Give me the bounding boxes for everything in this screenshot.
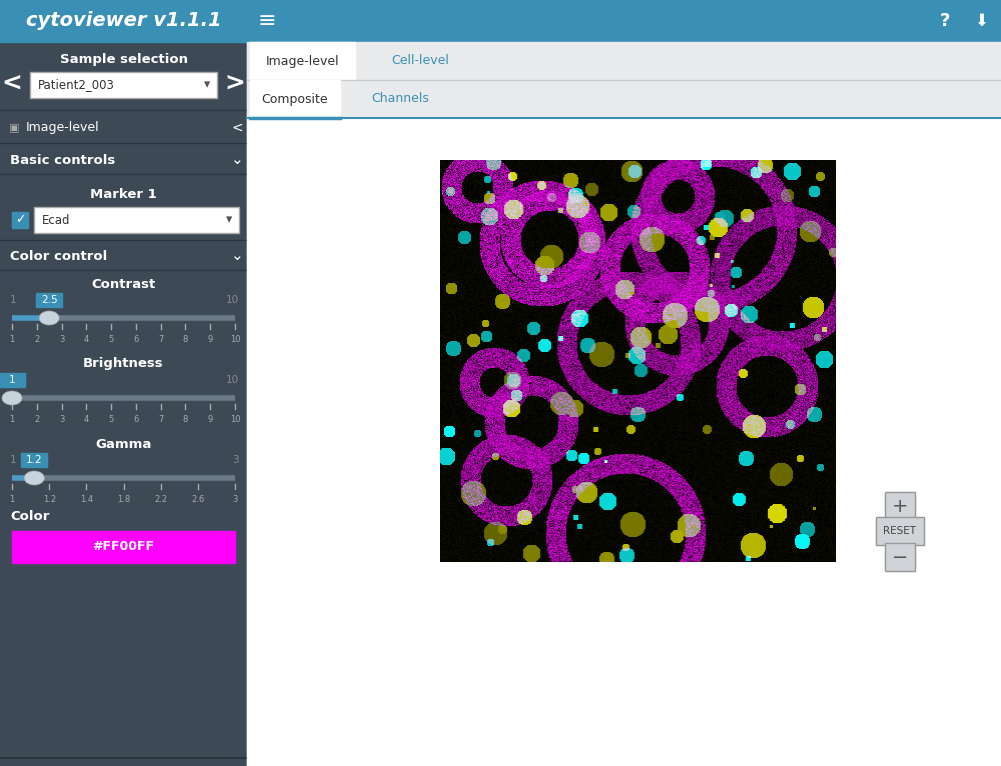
Text: 7: 7: [158, 415, 163, 424]
Bar: [34, 207, 239, 233]
Text: +: +: [892, 496, 908, 516]
Bar: [0, 373, 25, 387]
Bar: [247, 42, 1001, 766]
Text: 10: 10: [230, 335, 240, 344]
Text: 2.2: 2.2: [154, 495, 167, 504]
Text: ▾: ▾: [204, 78, 210, 91]
Text: 6: 6: [133, 335, 138, 344]
Bar: [30, 72, 217, 98]
Text: 9: 9: [207, 415, 213, 424]
Text: Cell-level: Cell-level: [391, 54, 448, 67]
Text: 1.4: 1.4: [80, 495, 93, 504]
Bar: [12, 212, 28, 228]
Text: >: >: [224, 72, 245, 96]
Text: Brightness: Brightness: [83, 358, 164, 371]
Text: 2.6: 2.6: [191, 495, 204, 504]
Text: 2: 2: [34, 415, 39, 424]
Text: Contrast: Contrast: [91, 277, 155, 290]
Text: 3: 3: [232, 495, 237, 504]
Text: ▣: ▣: [9, 123, 19, 133]
Text: 9: 9: [207, 335, 213, 344]
Bar: [885, 543, 915, 571]
Text: ⌄: ⌄: [230, 152, 243, 168]
Bar: [0, 0, 247, 766]
Text: 3: 3: [59, 415, 64, 424]
Text: 1.2: 1.2: [26, 455, 43, 465]
Text: ▾: ▾: [226, 214, 232, 227]
Text: 4: 4: [84, 415, 89, 424]
Text: #FF00FF: #FF00FF: [92, 541, 154, 554]
Bar: [0, 0, 1001, 42]
Text: 3: 3: [232, 455, 239, 465]
Text: 8: 8: [183, 335, 188, 344]
Text: <: <: [231, 121, 243, 135]
Text: Gamma: Gamma: [95, 437, 152, 450]
Text: Composite: Composite: [261, 93, 328, 106]
Bar: [247, 80, 1001, 118]
Text: ≡: ≡: [257, 11, 276, 31]
Text: Color: Color: [10, 510, 49, 523]
Text: Marker 1: Marker 1: [90, 188, 157, 201]
Text: Ecad: Ecad: [42, 214, 70, 227]
Text: Patient2_003: Patient2_003: [38, 78, 115, 91]
Bar: [250, 42, 355, 80]
Ellipse shape: [39, 311, 59, 325]
Text: −: −: [892, 548, 908, 567]
Bar: [21, 453, 47, 467]
Ellipse shape: [2, 391, 22, 405]
Text: 2: 2: [34, 335, 39, 344]
Text: 7: 7: [158, 335, 163, 344]
Text: 2.5: 2.5: [41, 295, 57, 305]
Ellipse shape: [24, 471, 44, 485]
Bar: [12, 531, 235, 563]
Bar: [876, 517, 924, 545]
Text: RESET: RESET: [884, 526, 917, 536]
Text: 1: 1: [9, 375, 15, 385]
Text: 150: 150: [742, 512, 800, 540]
Text: <: <: [2, 72, 22, 96]
Text: 1: 1: [9, 495, 15, 504]
Bar: [250, 80, 340, 118]
Text: 10: 10: [226, 295, 239, 305]
Bar: [247, 118, 1001, 766]
Bar: [885, 492, 915, 520]
Text: ?: ?: [940, 12, 950, 30]
Text: 3: 3: [59, 335, 64, 344]
Text: 1: 1: [9, 415, 15, 424]
Text: 1: 1: [10, 295, 17, 305]
Text: 1: 1: [9, 335, 15, 344]
Text: 1.8: 1.8: [117, 495, 130, 504]
Text: 5: 5: [108, 415, 114, 424]
Text: Color control: Color control: [10, 250, 107, 263]
Bar: [885, 543, 915, 571]
Text: 1.2: 1.2: [43, 495, 56, 504]
Text: Basic controls: Basic controls: [10, 153, 115, 166]
Text: 10: 10: [226, 375, 239, 385]
Text: 4: 4: [84, 335, 89, 344]
Text: ⌄: ⌄: [230, 248, 243, 264]
Text: 10: 10: [230, 415, 240, 424]
Text: Sample selection: Sample selection: [59, 54, 187, 67]
Bar: [885, 492, 915, 520]
Bar: [36, 293, 62, 307]
Text: Image-level: Image-level: [265, 54, 339, 67]
Text: cytoviewer v1.1.1: cytoviewer v1.1.1: [26, 11, 221, 31]
Text: Image-level: Image-level: [26, 122, 100, 135]
Bar: [876, 517, 924, 545]
Text: Channels: Channels: [371, 93, 429, 106]
Text: ⬇: ⬇: [974, 12, 988, 30]
Text: ✓: ✓: [15, 214, 25, 227]
Bar: [247, 42, 1001, 80]
Text: 1: 1: [10, 455, 17, 465]
Text: 1: 1: [10, 375, 17, 385]
Text: 8: 8: [183, 415, 188, 424]
Text: 5: 5: [108, 335, 114, 344]
Text: 6: 6: [133, 415, 138, 424]
